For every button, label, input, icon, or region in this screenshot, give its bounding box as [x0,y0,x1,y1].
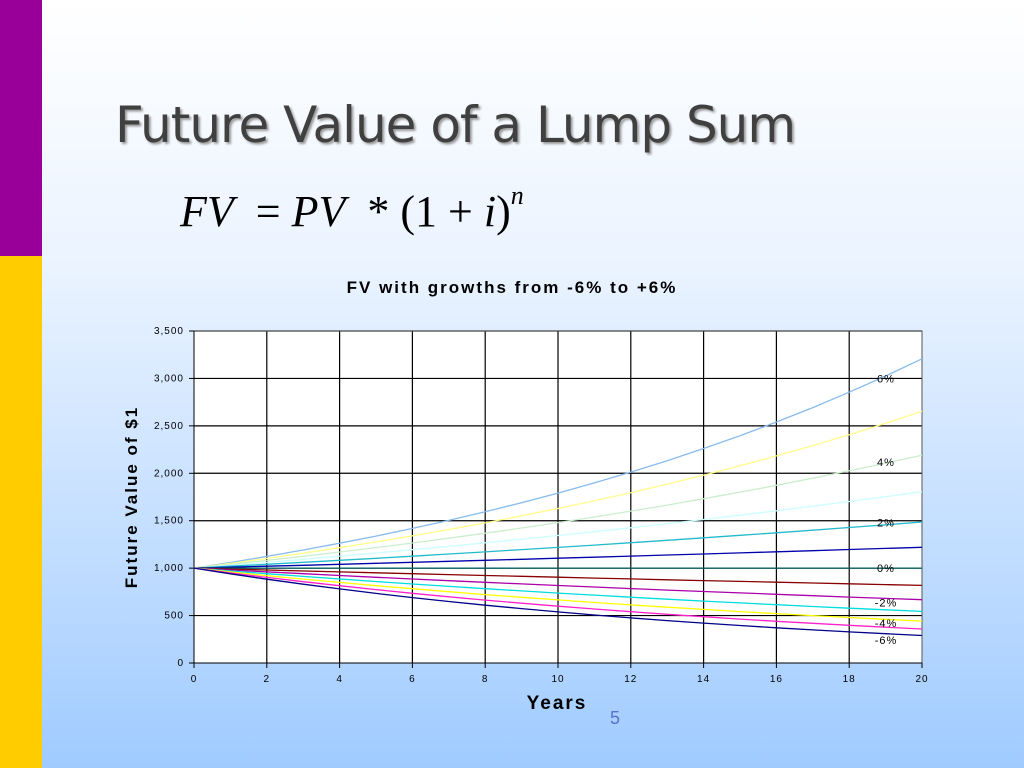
x-tick-label: 20 [915,674,928,685]
series-line [193,567,923,622]
accent-bar-bottom [0,256,42,768]
series-line [193,567,923,613]
x-tick-label: 16 [770,674,783,685]
series-line [193,358,923,569]
series-line [193,491,923,569]
formula-equals: = [255,187,281,236]
x-tick-label: 0 [191,674,198,685]
series-line [193,567,923,637]
x-tick-label: 18 [843,674,856,685]
x-tick-label: 14 [697,674,710,685]
x-axis-label: Years [526,693,588,714]
rate-label: -2% [875,597,898,609]
rate-label: 0% [877,563,895,575]
page-number: 5 [610,708,621,728]
x-tick-label: 8 [482,674,489,685]
y-tick-label: 500 [164,611,184,622]
series-line [193,567,923,601]
formula-close-paren: ) [496,187,511,236]
x-tick-label: 2 [264,674,271,685]
formula-pv: PV [291,187,346,236]
series-line [193,521,923,569]
series-line [193,410,923,569]
formula-i: i [483,187,497,236]
y-tick-label: 1,500 [154,516,184,527]
series-line [193,454,923,569]
fv-formula: FV = PV * (1 + i)n [180,181,524,237]
series-line [193,567,923,630]
x-tick-label: 6 [409,674,416,685]
series-line [193,567,923,587]
rate-label: -4% [875,618,898,630]
rate-label: 4% [877,457,895,469]
chart-title: FV with growths from -6% to +6% [346,278,678,297]
rate-label: 6% [877,373,895,385]
y-tick-label: 3,000 [154,373,184,384]
y-tick-label: 2,000 [154,468,184,479]
rate-label: -6% [875,635,898,647]
formula-fv: FV [180,187,234,236]
rate-label: 2% [877,518,895,530]
series-line [193,546,923,569]
y-tick-label: 3,500 [154,326,184,337]
formula-exponent: n [510,181,524,211]
x-tick-label: 4 [336,674,343,685]
y-tick-label: 1,000 [154,563,184,574]
x-tick-label: 12 [624,674,637,685]
y-tick-label: 0 [177,658,184,669]
formula-operator: * (1 + [367,187,484,236]
x-tick-label: 10 [551,674,564,685]
slide-title: Future Value of a Lump Sum [115,96,796,154]
y-tick-label: 2,500 [154,421,184,432]
accent-bar-top [0,0,42,256]
